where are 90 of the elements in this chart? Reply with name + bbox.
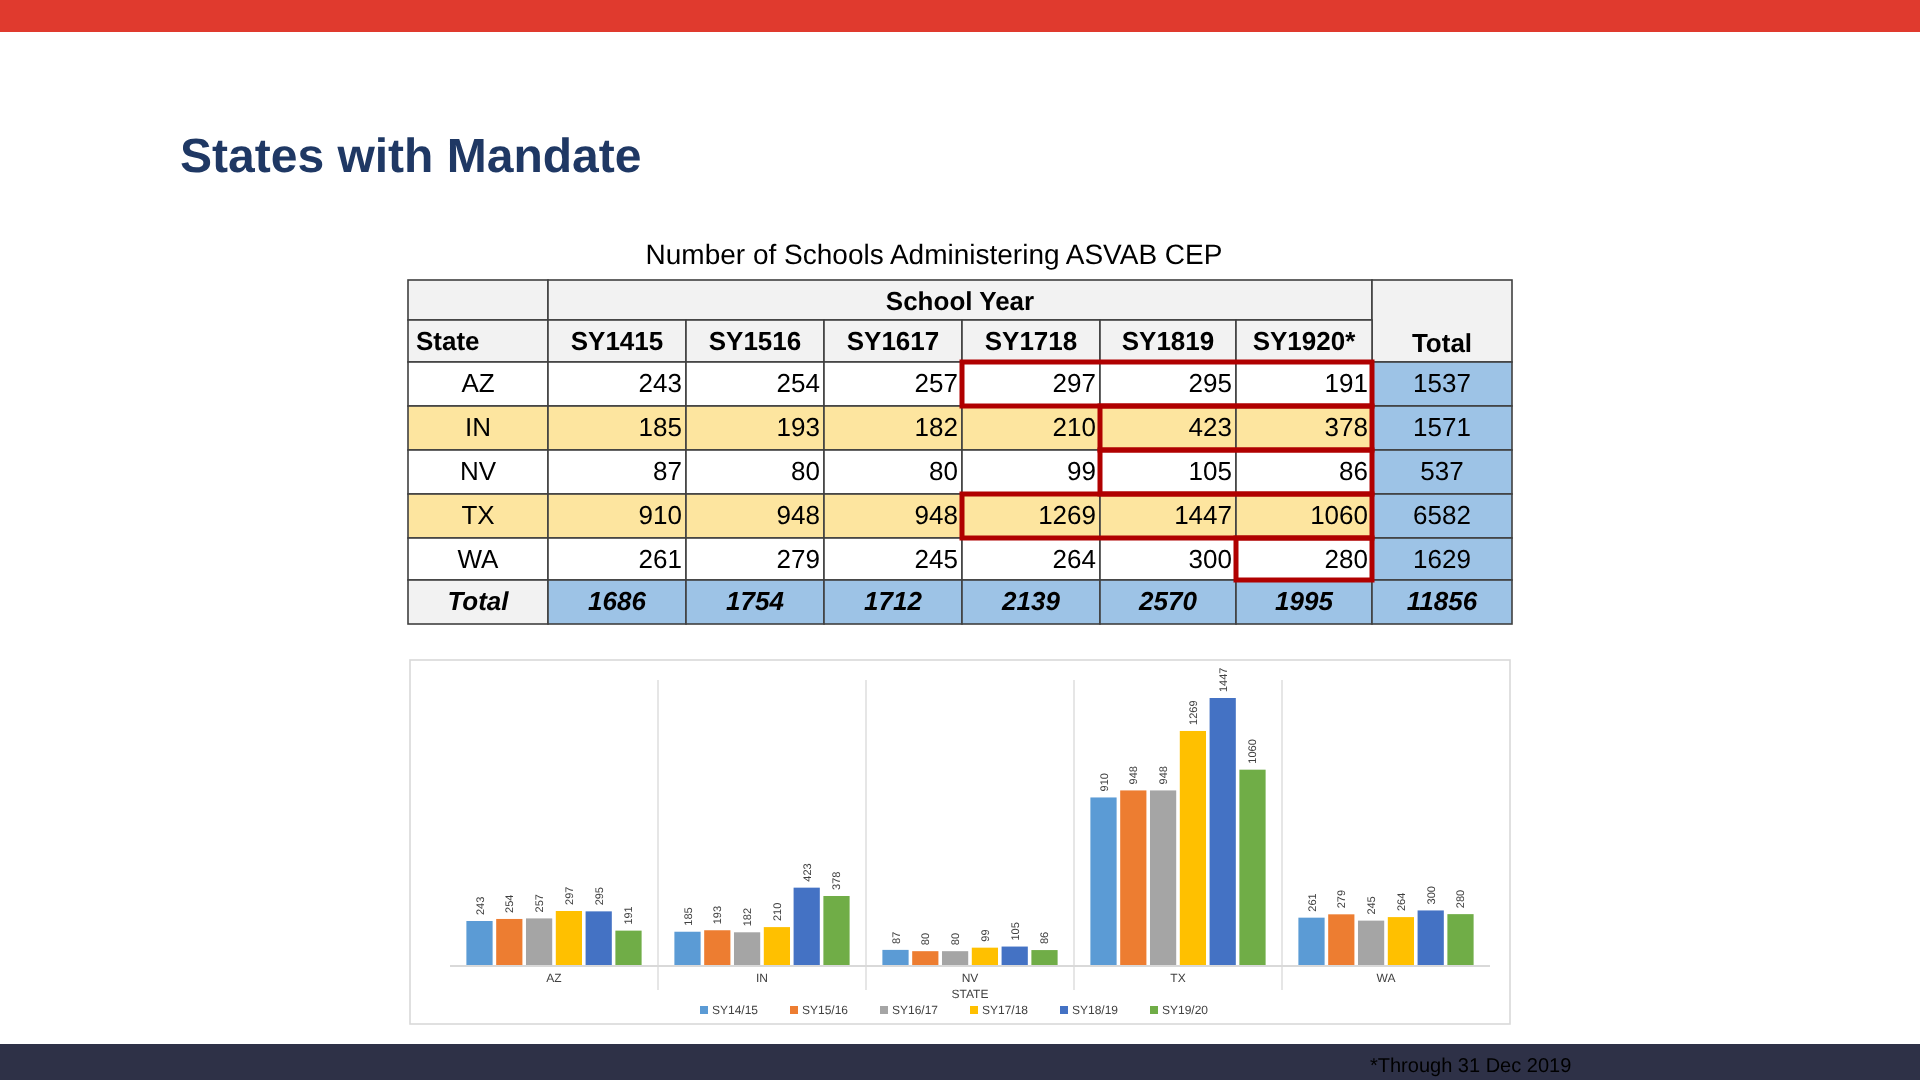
y-tick-label: TX [461,500,496,530]
data-label: 2139 [1000,586,1062,616]
x-axis-title: School Year [885,286,1035,316]
bar [882,949,909,966]
data-label: 11856 [1406,586,1479,616]
x-tick-label: SY1415 [570,326,664,356]
bar [1357,920,1385,966]
data-label: 1629 [1413,544,1471,574]
bar [793,887,820,966]
bar [555,910,583,966]
data-label: 99 [1067,456,1096,486]
y-tick-label: IN [465,412,491,442]
data-label: 80 [791,456,820,486]
data-label: 1571 [1413,412,1471,442]
bar [1298,917,1325,966]
x-tick-label: SY1516 [708,326,802,356]
data-label: 191 [1324,368,1368,398]
data-label: 87 [653,456,682,486]
data-label: 1269 [1038,500,1096,530]
bar [704,930,731,966]
bar [763,927,791,966]
bar [733,932,761,966]
data-label: 1686 [588,586,648,616]
data-label: 280 [1324,544,1368,574]
data-label: 185 [638,412,682,442]
data-label: 182 [914,412,958,442]
data-label: 105 [1188,456,1232,486]
data-label: 210 [1052,412,1096,442]
data-label: 297 [1052,368,1096,398]
bar [466,920,493,966]
data-label: 948 [776,500,820,530]
data-label: 254 [776,368,820,398]
bar [1001,946,1028,966]
bar [912,951,939,966]
x-tick-label: Total [1411,328,1473,358]
bar [1120,790,1147,966]
data-label: 257 [914,368,958,398]
data-label: 295 [1188,368,1232,398]
data-label: 279 [776,544,820,574]
x-tick-label: SY1819 [1121,326,1215,356]
data-label: 245 [914,544,958,574]
bar [1179,730,1207,966]
bar [1328,914,1355,966]
data-label: 948 [914,500,958,530]
bar [1149,790,1177,966]
bar [496,918,523,966]
y-tick-label: WA [457,544,500,574]
bar [525,918,553,966]
bar [1090,797,1117,966]
data-label: 243 [638,368,682,398]
chart-subtitle: Number of Schools Administering ASVAB CEP [645,238,1223,270]
bar [674,931,701,966]
bar [1387,917,1415,966]
data-label: 537 [1420,456,1464,486]
data-label: 264 [1052,544,1096,574]
bar [1031,950,1058,966]
data-label: 1995 [1275,586,1335,616]
data-label: 6582 [1413,500,1471,530]
chart-title: States with Mandate [180,130,642,184]
bar [1209,698,1236,966]
y-axis-title: State [416,326,480,356]
data-label: 300 [1188,544,1232,574]
bar [971,947,999,966]
data-label: 1754 [726,586,786,616]
text: *Through 31 Dec 2019 [1370,1056,1573,1078]
data-label: 910 [638,500,682,530]
data-label: 2570 [1137,586,1199,616]
data-label: 378 [1324,412,1368,442]
x-tick-label: SY1718 [984,326,1078,356]
y-tick-label: AZ [461,368,495,398]
data-label: 1447 [1174,500,1232,530]
data-label: 193 [776,412,820,442]
data-label: 80 [929,456,958,486]
x-tick-label: SY1920* [1252,326,1358,356]
bar [1447,914,1474,966]
data-label: 1537 [1413,368,1471,398]
bar [941,951,969,966]
data-label: 261 [638,544,682,574]
bar [1417,910,1444,966]
bar [823,895,850,966]
bar [615,930,642,966]
y-tick-label: NV [459,456,497,486]
data-label: 423 [1188,412,1232,442]
bar [585,911,612,966]
y-tick-label: Total [447,586,510,616]
data-label: 1060 [1310,500,1368,530]
bar [1239,769,1266,966]
data-label: 1712 [864,586,924,616]
x-tick-label: SY1617 [846,326,940,356]
data-label: 86 [1339,456,1368,486]
